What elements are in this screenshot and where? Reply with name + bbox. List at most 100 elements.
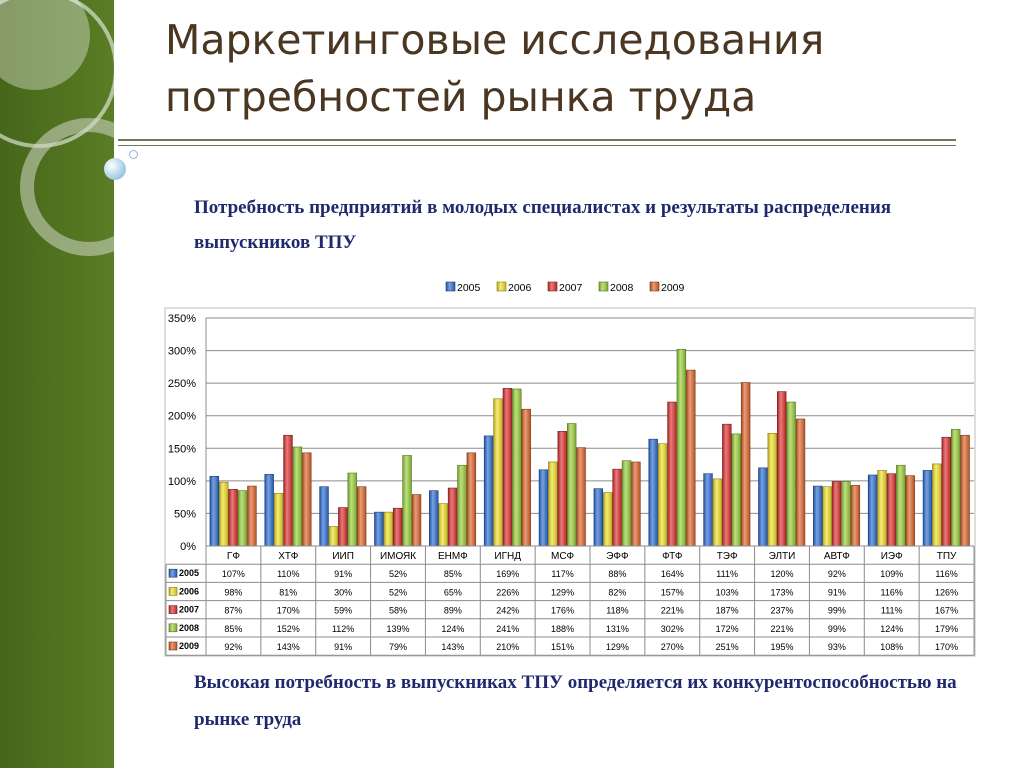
bar-2009-ФТФ [686, 369, 696, 547]
table-cell: 226% [496, 587, 519, 597]
bar-2006-ЭФФ [603, 492, 613, 547]
table-cell: 112% [332, 624, 354, 634]
bar-2008-МСФ [566, 423, 577, 547]
legend-key-2009 [649, 281, 660, 292]
y-tick-label: 50% [174, 508, 196, 520]
table-cell: 93% [828, 642, 846, 652]
table-cell: 167% [935, 606, 958, 616]
table-cell: 170% [935, 642, 958, 652]
bar-2005-ЕНМФ [429, 490, 439, 547]
table-cell: 170% [277, 606, 300, 616]
bar-2008-ИИП [347, 472, 357, 547]
table-cell: 107% [222, 569, 245, 579]
bar-2008-ХТФ [292, 446, 303, 547]
legend-label-2008: 2008 [610, 282, 634, 294]
table-cell: 118% [606, 606, 628, 616]
bar-2008-ЕНМФ [457, 464, 467, 547]
bar-2005-ИМОЯК [374, 511, 384, 547]
bar-2008-ИМОЯК [402, 455, 412, 547]
table-cell: 82% [608, 587, 626, 597]
bar-2007-ИИП [338, 507, 348, 547]
bar-2007-ТПУ [941, 436, 951, 547]
table-cell: 85% [224, 624, 242, 634]
bar-2009-ТПУ [960, 434, 970, 547]
table-cell: 108% [880, 642, 903, 652]
bar-2006-ЕНМФ [438, 503, 448, 547]
table-legend-key [168, 641, 178, 651]
bar-2008-ТПУ [950, 429, 961, 547]
bar-2008-АВТФ [841, 481, 851, 547]
table-cell: 251% [716, 642, 739, 652]
bar-2008-ИЭФ [896, 464, 906, 547]
category-label: ТЭФ [717, 551, 738, 562]
table-cell: 124% [441, 624, 464, 634]
bar-2008-ГФ [237, 490, 248, 547]
table-series-label: 2008 [179, 623, 199, 633]
bar-2007-ЭЛТИ [776, 391, 787, 547]
bar-2006-ИИП [328, 526, 339, 547]
bar-2008-ЭЛТИ [786, 401, 796, 547]
bar-2009-ИЭФ [905, 475, 915, 547]
table-cell: 111% [881, 606, 903, 616]
bar-2005-АВТФ [813, 485, 823, 547]
table-cell: 172% [716, 624, 739, 634]
bar-2009-ЭФФ [631, 461, 641, 547]
table-legend-key [168, 605, 178, 614]
bar-2005-ТЭФ [703, 473, 713, 547]
table-cell: 116% [935, 569, 957, 579]
table-legend-key [168, 568, 178, 578]
category-label: ЭЛТИ [769, 551, 796, 562]
title-divider-thin [118, 145, 956, 146]
bar-2005-ЭЛТИ [758, 467, 768, 547]
bar-2006-АВТФ [822, 486, 832, 547]
y-tick-label: 200% [168, 411, 196, 423]
bar-2007-ГФ [228, 489, 238, 547]
y-tick-label: 100% [168, 476, 196, 488]
table-cell: 52% [389, 569, 407, 579]
bar-2005-ХТФ [264, 474, 274, 547]
bar-2009-ХТФ [302, 452, 312, 547]
bar-2007-ХТФ [283, 434, 293, 547]
table-cell: 126% [935, 587, 958, 597]
bar-2008-ЭФФ [621, 460, 632, 547]
table-cell: 87% [224, 606, 242, 616]
category-label: ИМОЯК [380, 551, 416, 562]
bar-2009-ЕНМФ [466, 452, 477, 547]
table-cell: 58% [389, 606, 407, 616]
table-cell: 143% [277, 642, 300, 652]
category-label: ИГНД [494, 551, 521, 562]
bar-2005-ТПУ [922, 470, 933, 547]
table-cell: 91% [334, 569, 352, 579]
table-cell: 99% [828, 606, 846, 616]
bar-2007-ЭФФ [612, 468, 622, 547]
table-cell: 120% [770, 569, 793, 579]
category-label: ХТФ [278, 551, 298, 562]
bar-2006-ИМОЯК [383, 511, 393, 547]
bar-2006-ГФ [219, 481, 229, 547]
table-cell: 103% [716, 587, 739, 597]
bar-2005-ИГНД [483, 435, 494, 547]
table-cell: 210% [496, 642, 519, 652]
table-cell: 152% [277, 624, 300, 634]
category-label: ГФ [227, 551, 240, 562]
legend-key-2006 [496, 281, 507, 292]
table-cell: 221% [770, 624, 793, 634]
bar-2009-ГФ [247, 485, 257, 547]
table-cell: 169% [496, 569, 519, 579]
bar-2009-АВТФ [850, 485, 861, 547]
legend-key-2008 [598, 281, 609, 292]
y-tick-label: 300% [168, 346, 196, 358]
table-cell: 92% [224, 642, 242, 652]
bar-2009-ЭЛТИ [795, 418, 806, 547]
bar-2007-ИМОЯК [392, 507, 403, 547]
category-label: ФТФ [662, 551, 683, 562]
table-cell: 270% [661, 642, 684, 652]
bar-2008-ТЭФ [731, 433, 741, 547]
bar-2009-ИГНД [521, 408, 531, 547]
table-cell: 89% [444, 606, 462, 616]
legend-label-2005: 2005 [457, 282, 481, 294]
table-cell: 109% [880, 569, 903, 579]
bar-2007-ИГНД [502, 388, 513, 547]
table-cell: 164% [661, 569, 684, 579]
